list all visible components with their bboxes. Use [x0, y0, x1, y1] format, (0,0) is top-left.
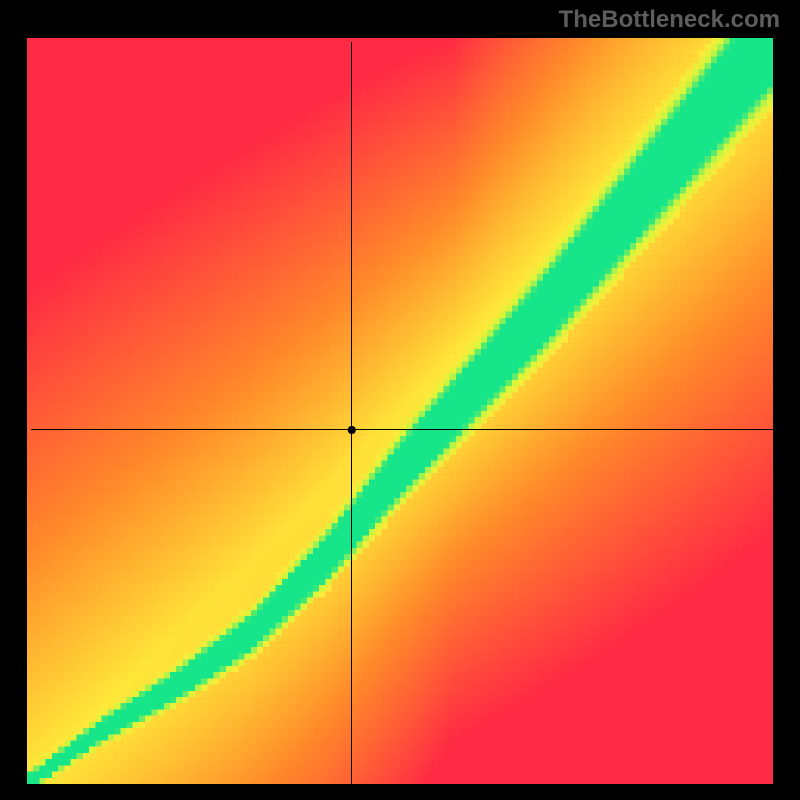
plot-frame — [23, 34, 777, 788]
watermark-text: TheBottleneck.com — [559, 6, 780, 34]
crosshair-vertical — [351, 42, 352, 788]
crosshair-marker — [27, 38, 781, 792]
crosshair-horizontal — [31, 429, 777, 430]
